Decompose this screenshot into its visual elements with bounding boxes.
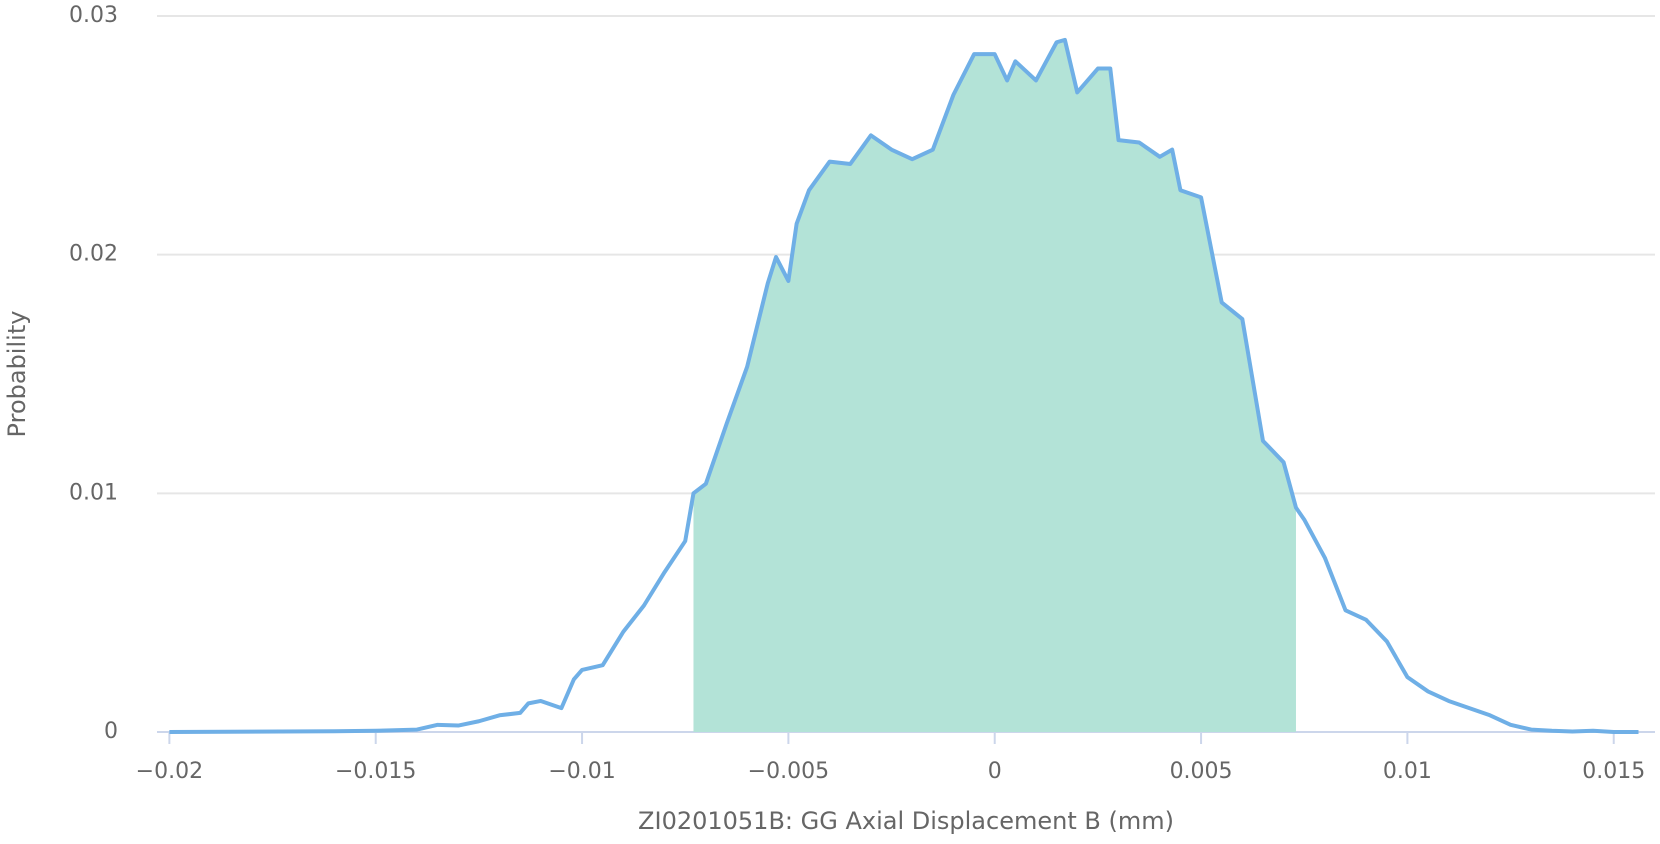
y-axis-title: Probability: [3, 311, 31, 438]
x-tick-label: 0.01: [1383, 759, 1432, 784]
y-tick-label: 0: [104, 719, 118, 744]
y-tick-label: 0.01: [69, 480, 118, 505]
line: [169, 37, 1639, 734]
x-tick-label: −0.005: [748, 759, 829, 784]
x-tick-label: −0.015: [335, 759, 416, 784]
x-tick-label: −0.01: [548, 759, 615, 784]
y-tick-label: 0.03: [69, 3, 118, 28]
y-tick-label: 0.02: [69, 242, 118, 267]
highlight-area: [693, 39, 1296, 733]
x-tick-label: −0.02: [136, 759, 203, 784]
x-axis-title: ZI0201051B: GG Axial Displacement B (mm): [638, 807, 1174, 835]
x-tick-label: 0: [988, 759, 1002, 784]
x-tick-label: 0.005: [1170, 759, 1233, 784]
x-tick-label: 0.015: [1582, 759, 1645, 784]
